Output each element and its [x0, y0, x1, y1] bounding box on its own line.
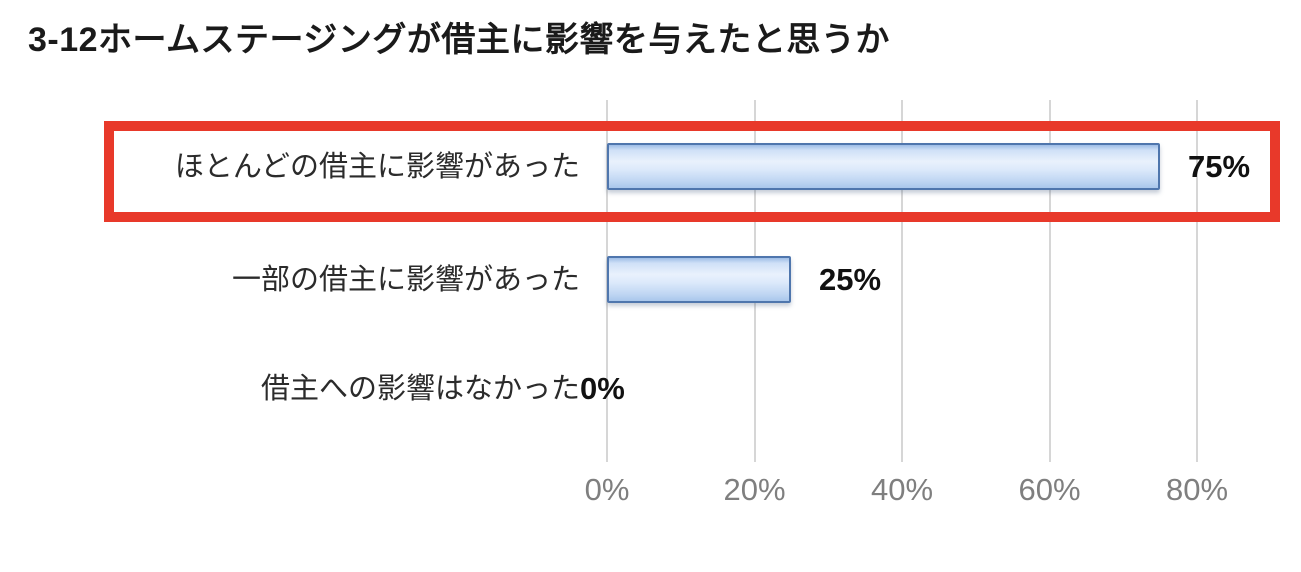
chart-title: 3-12ホームステージングが借主に影響を与えたと思うか [28, 21, 890, 59]
gridline [1048, 100, 1051, 462]
gridline [901, 100, 903, 462]
value-label: 75% [1188, 149, 1251, 184]
bar [607, 143, 1160, 190]
category-label: 借主への影響はなかった [260, 373, 580, 405]
x-axis-tick-label: 40% [870, 472, 934, 507]
x-axis-tick-label: 80% [1165, 472, 1229, 507]
x-axis-tick-label: 20% [723, 472, 786, 507]
value-label: 25% [819, 262, 882, 297]
category-label: 一部の借主に影響があった [231, 264, 580, 296]
bar [607, 256, 791, 303]
category-label: ほとんどの借主に影響があった [174, 151, 580, 183]
x-axis-tick-label: 60% [1018, 472, 1081, 507]
value-label: 0% [580, 371, 625, 406]
gridline [1196, 100, 1198, 462]
x-axis-tick-label: 0% [584, 472, 630, 507]
